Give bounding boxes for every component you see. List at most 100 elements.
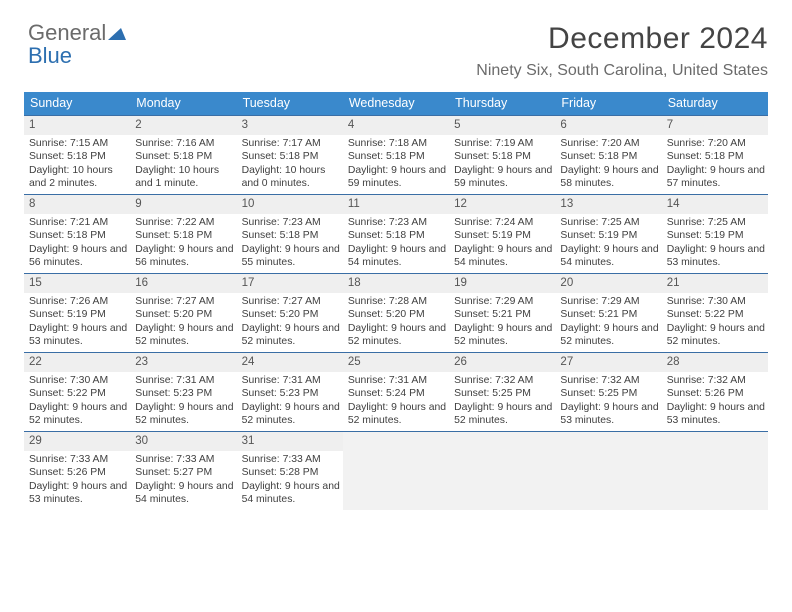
- sunrise-text: Sunrise: 7:23 AM: [348, 216, 446, 230]
- sunset-text: Sunset: 5:19 PM: [29, 308, 127, 322]
- dayname: Wednesday: [343, 92, 449, 115]
- daylight-text: Daylight: 9 hours and 54 minutes.: [454, 243, 552, 270]
- daylight-text: Daylight: 9 hours and 52 minutes.: [348, 401, 446, 428]
- day-body: Sunrise: 7:27 AMSunset: 5:20 PMDaylight:…: [130, 293, 236, 352]
- day-number: 17: [237, 274, 343, 293]
- day-body: Sunrise: 7:15 AMSunset: 5:18 PMDaylight:…: [24, 135, 130, 194]
- day-body: Sunrise: 7:33 AMSunset: 5:27 PMDaylight:…: [130, 451, 236, 510]
- daylight-text: Daylight: 9 hours and 52 minutes.: [454, 322, 552, 349]
- day-body: Sunrise: 7:29 AMSunset: 5:21 PMDaylight:…: [555, 293, 661, 352]
- sunset-text: Sunset: 5:18 PM: [348, 229, 446, 243]
- dayname: Monday: [130, 92, 236, 115]
- sunset-text: Sunset: 5:18 PM: [29, 150, 127, 164]
- day-body: Sunrise: 7:20 AMSunset: 5:18 PMDaylight:…: [662, 135, 768, 194]
- day-number: 24: [237, 353, 343, 372]
- day-cell: 29Sunrise: 7:33 AMSunset: 5:26 PMDayligh…: [24, 432, 130, 510]
- sunset-text: Sunset: 5:19 PM: [454, 229, 552, 243]
- sunset-text: Sunset: 5:18 PM: [560, 150, 658, 164]
- empty-cell: [555, 432, 661, 510]
- day-body: Sunrise: 7:18 AMSunset: 5:18 PMDaylight:…: [343, 135, 449, 194]
- day-cell: 2Sunrise: 7:16 AMSunset: 5:18 PMDaylight…: [130, 116, 236, 194]
- daylight-text: Daylight: 9 hours and 53 minutes.: [667, 243, 765, 270]
- day-number: 20: [555, 274, 661, 293]
- daylight-text: Daylight: 9 hours and 54 minutes.: [135, 480, 233, 507]
- sunrise-text: Sunrise: 7:15 AM: [29, 137, 127, 151]
- sunrise-text: Sunrise: 7:22 AM: [135, 216, 233, 230]
- daylight-text: Daylight: 9 hours and 52 minutes.: [348, 322, 446, 349]
- day-number: [555, 432, 661, 451]
- day-cell: 22Sunrise: 7:30 AMSunset: 5:22 PMDayligh…: [24, 353, 130, 431]
- day-number: 25: [343, 353, 449, 372]
- daylight-text: Daylight: 9 hours and 52 minutes.: [135, 401, 233, 428]
- sunset-text: Sunset: 5:20 PM: [242, 308, 340, 322]
- day-number: 29: [24, 432, 130, 451]
- daylight-text: Daylight: 9 hours and 55 minutes.: [242, 243, 340, 270]
- day-number: [449, 432, 555, 451]
- day-body: Sunrise: 7:32 AMSunset: 5:26 PMDaylight:…: [662, 372, 768, 431]
- daylight-text: Daylight: 9 hours and 53 minutes.: [667, 401, 765, 428]
- sunrise-text: Sunrise: 7:33 AM: [29, 453, 127, 467]
- daylight-text: Daylight: 9 hours and 53 minutes.: [560, 401, 658, 428]
- day-number: 2: [130, 116, 236, 135]
- daylight-text: Daylight: 10 hours and 2 minutes.: [29, 164, 127, 191]
- daylight-text: Daylight: 9 hours and 52 minutes.: [667, 322, 765, 349]
- day-body: Sunrise: 7:29 AMSunset: 5:21 PMDaylight:…: [449, 293, 555, 352]
- day-cell: 1Sunrise: 7:15 AMSunset: 5:18 PMDaylight…: [24, 116, 130, 194]
- sunset-text: Sunset: 5:23 PM: [242, 387, 340, 401]
- week-row: 29Sunrise: 7:33 AMSunset: 5:26 PMDayligh…: [24, 431, 768, 510]
- day-number: 13: [555, 195, 661, 214]
- sunset-text: Sunset: 5:18 PM: [135, 150, 233, 164]
- day-number: 31: [237, 432, 343, 451]
- day-body: Sunrise: 7:17 AMSunset: 5:18 PMDaylight:…: [237, 135, 343, 194]
- daylight-text: Daylight: 9 hours and 52 minutes.: [29, 401, 127, 428]
- day-body: Sunrise: 7:28 AMSunset: 5:20 PMDaylight:…: [343, 293, 449, 352]
- sunset-text: Sunset: 5:22 PM: [667, 308, 765, 322]
- week-row: 8Sunrise: 7:21 AMSunset: 5:18 PMDaylight…: [24, 194, 768, 273]
- day-body: Sunrise: 7:32 AMSunset: 5:25 PMDaylight:…: [555, 372, 661, 431]
- day-cell: 28Sunrise: 7:32 AMSunset: 5:26 PMDayligh…: [662, 353, 768, 431]
- day-body: Sunrise: 7:27 AMSunset: 5:20 PMDaylight:…: [237, 293, 343, 352]
- daylight-text: Daylight: 10 hours and 1 minute.: [135, 164, 233, 191]
- day-cell: 6Sunrise: 7:20 AMSunset: 5:18 PMDaylight…: [555, 116, 661, 194]
- sunrise-text: Sunrise: 7:32 AM: [560, 374, 658, 388]
- day-cell: 12Sunrise: 7:24 AMSunset: 5:19 PMDayligh…: [449, 195, 555, 273]
- day-number: 19: [449, 274, 555, 293]
- month-title: December 2024: [476, 22, 768, 56]
- header: December 2024 Ninety Six, South Carolina…: [476, 22, 768, 80]
- dayname: Friday: [555, 92, 661, 115]
- dayname: Tuesday: [237, 92, 343, 115]
- day-cell: 9Sunrise: 7:22 AMSunset: 5:18 PMDaylight…: [130, 195, 236, 273]
- sunrise-text: Sunrise: 7:20 AM: [560, 137, 658, 151]
- sunrise-text: Sunrise: 7:28 AM: [348, 295, 446, 309]
- empty-cell: [343, 432, 449, 510]
- day-cell: 3Sunrise: 7:17 AMSunset: 5:18 PMDaylight…: [237, 116, 343, 194]
- dayname-row: Sunday Monday Tuesday Wednesday Thursday…: [24, 92, 768, 115]
- day-cell: 17Sunrise: 7:27 AMSunset: 5:20 PMDayligh…: [237, 274, 343, 352]
- day-number: 30: [130, 432, 236, 451]
- day-number: 4: [343, 116, 449, 135]
- daylight-text: Daylight: 9 hours and 54 minutes.: [242, 480, 340, 507]
- logo: General Blue: [28, 22, 126, 67]
- day-body: Sunrise: 7:31 AMSunset: 5:24 PMDaylight:…: [343, 372, 449, 431]
- location-subtitle: Ninety Six, South Carolina, United State…: [476, 62, 768, 80]
- day-number: 1: [24, 116, 130, 135]
- day-number: 6: [555, 116, 661, 135]
- day-body: Sunrise: 7:25 AMSunset: 5:19 PMDaylight:…: [662, 214, 768, 273]
- sunset-text: Sunset: 5:19 PM: [560, 229, 658, 243]
- sunset-text: Sunset: 5:25 PM: [560, 387, 658, 401]
- day-body: Sunrise: 7:16 AMSunset: 5:18 PMDaylight:…: [130, 135, 236, 194]
- day-number: 5: [449, 116, 555, 135]
- sunrise-text: Sunrise: 7:29 AM: [454, 295, 552, 309]
- sunrise-text: Sunrise: 7:33 AM: [242, 453, 340, 467]
- daylight-text: Daylight: 10 hours and 0 minutes.: [242, 164, 340, 191]
- day-number: 22: [24, 353, 130, 372]
- day-body: Sunrise: 7:20 AMSunset: 5:18 PMDaylight:…: [555, 135, 661, 194]
- day-body: Sunrise: 7:21 AMSunset: 5:18 PMDaylight:…: [24, 214, 130, 273]
- day-body: Sunrise: 7:31 AMSunset: 5:23 PMDaylight:…: [130, 372, 236, 431]
- day-cell: 21Sunrise: 7:30 AMSunset: 5:22 PMDayligh…: [662, 274, 768, 352]
- sunset-text: Sunset: 5:21 PM: [454, 308, 552, 322]
- sunset-text: Sunset: 5:20 PM: [348, 308, 446, 322]
- day-cell: 4Sunrise: 7:18 AMSunset: 5:18 PMDaylight…: [343, 116, 449, 194]
- day-cell: 23Sunrise: 7:31 AMSunset: 5:23 PMDayligh…: [130, 353, 236, 431]
- sunset-text: Sunset: 5:24 PM: [348, 387, 446, 401]
